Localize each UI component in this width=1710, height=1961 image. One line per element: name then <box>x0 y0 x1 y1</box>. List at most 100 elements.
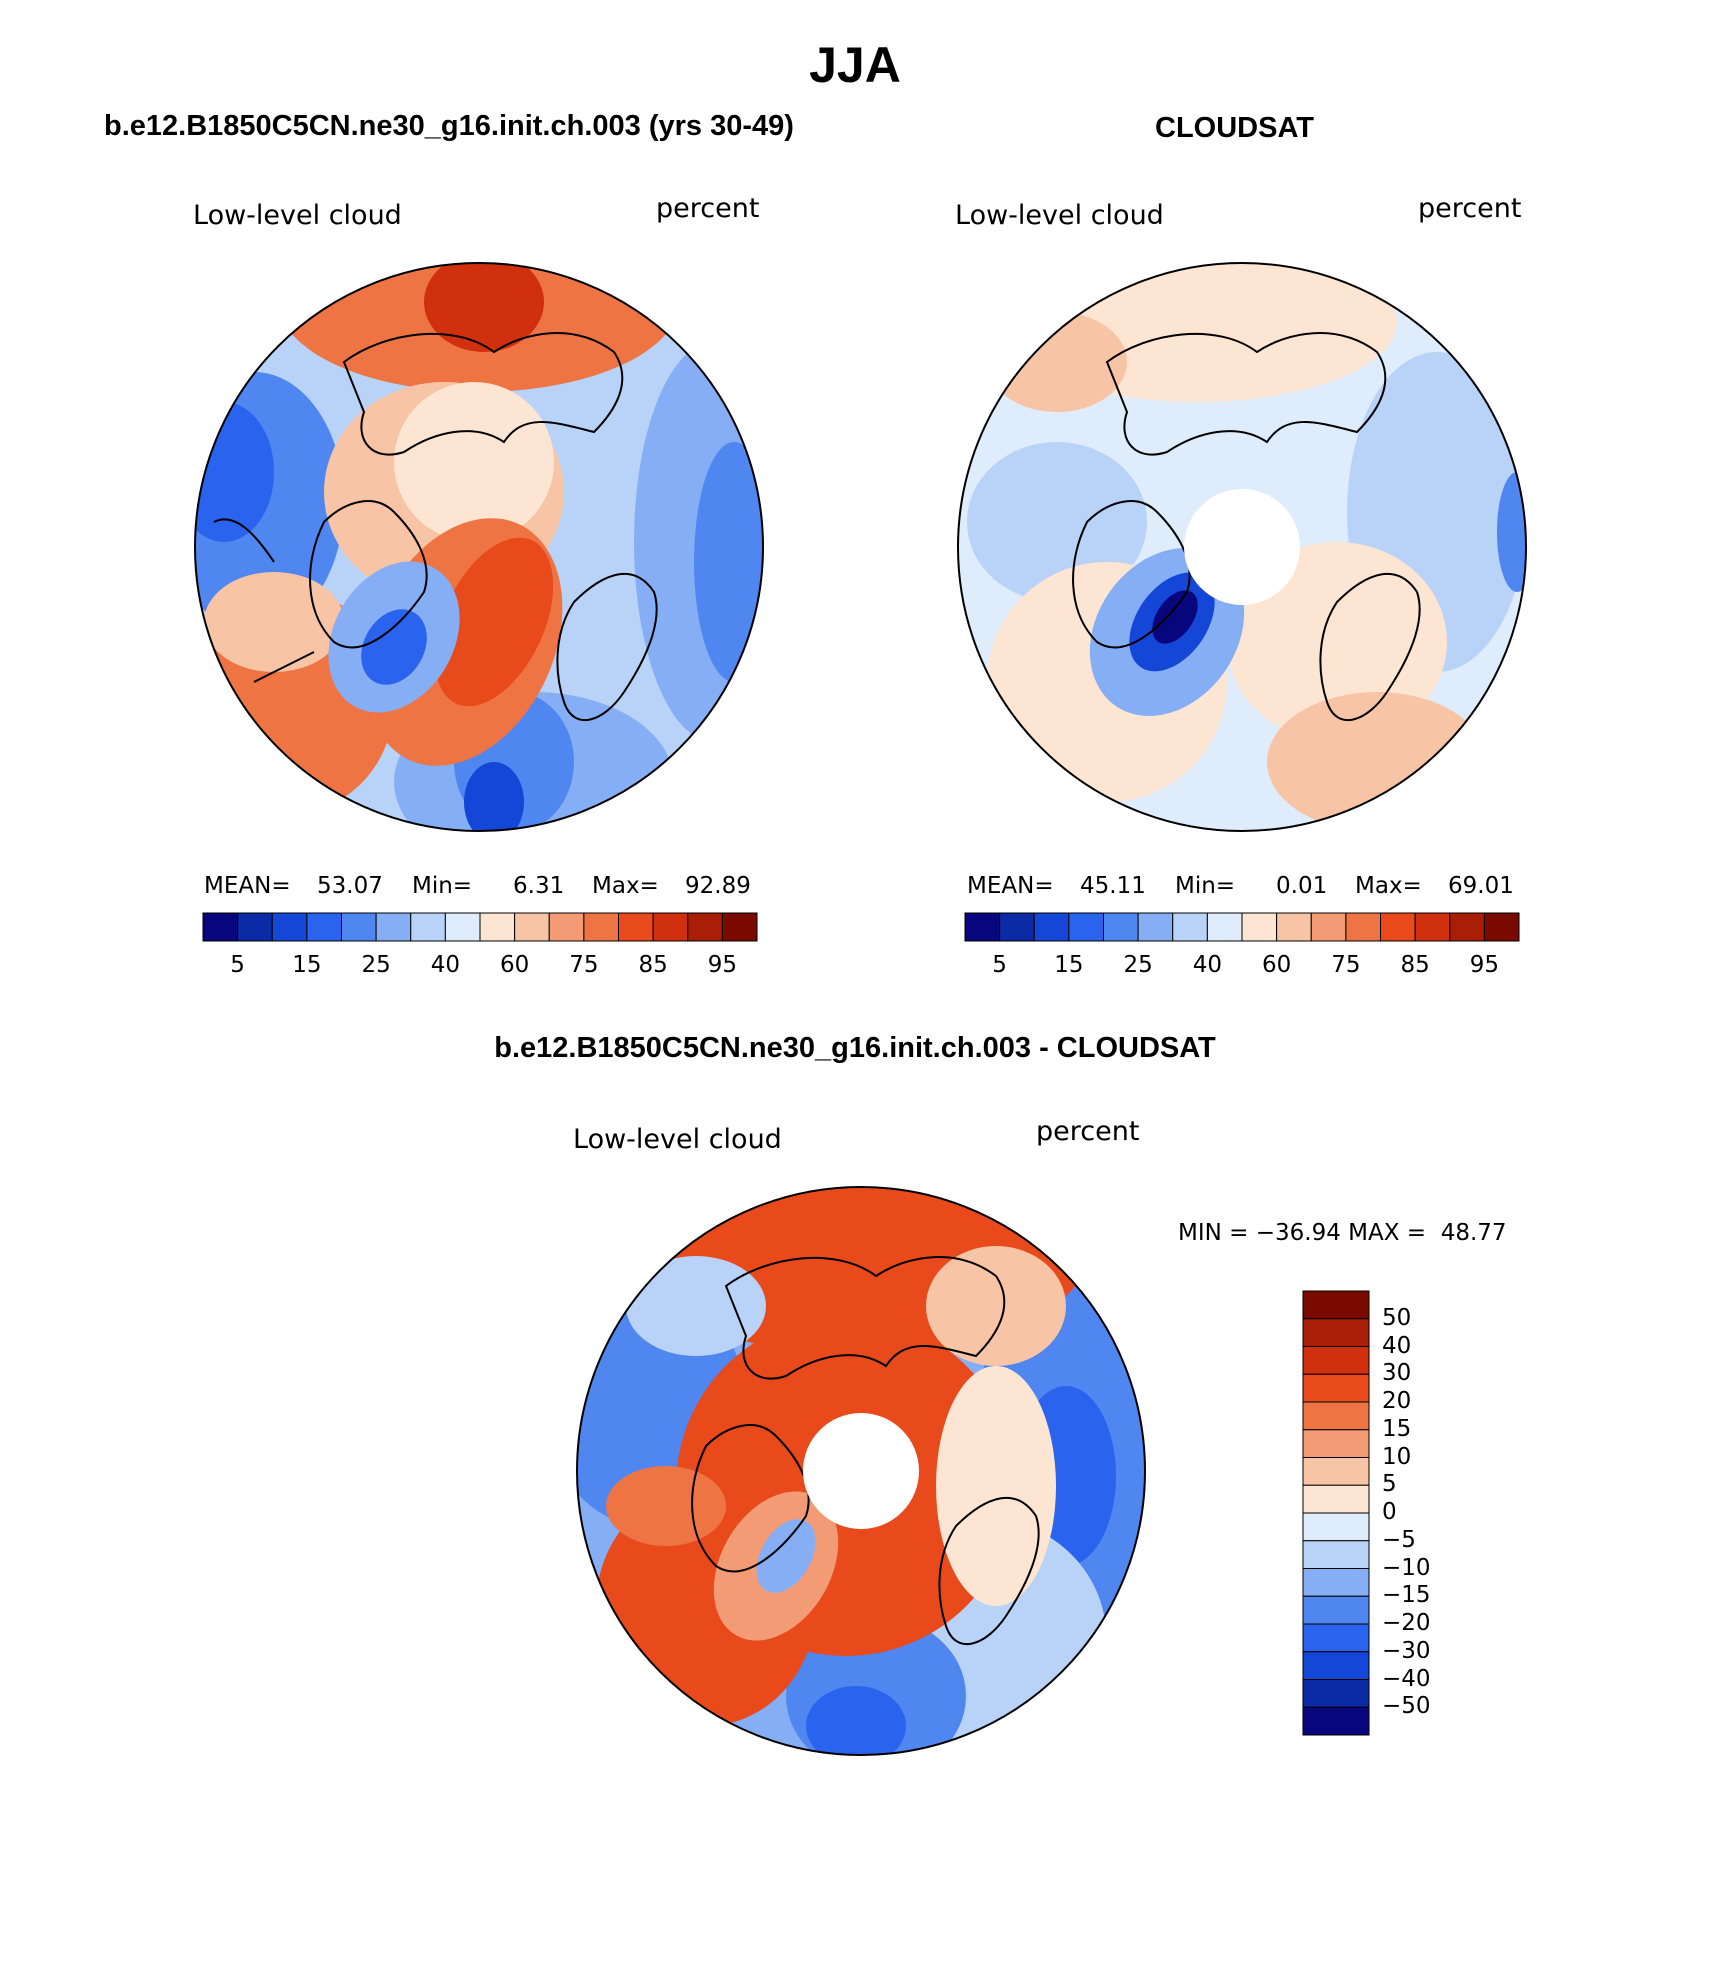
colorbar-box <box>1345 912 1381 942</box>
colorbar-tick: 25 <box>361 952 391 978</box>
colorbar-tick: 95 <box>1469 952 1500 978</box>
colorbar-box <box>479 912 516 942</box>
colorbar-tick: 5 <box>230 952 245 978</box>
panel2-units-label: percent <box>1418 193 1522 224</box>
colorbar-box <box>999 912 1035 942</box>
panel1-polar-map <box>194 262 764 832</box>
colorbar-box <box>1302 1373 1370 1403</box>
colorbar-tick: 40 <box>1382 1332 1412 1359</box>
colorbar-box <box>202 912 239 942</box>
colorbar-tick: 95 <box>707 952 738 978</box>
panel2-mean-value: 45.11 <box>1080 873 1146 899</box>
colorbar-box <box>237 912 273 942</box>
colorbar-tick: 60 <box>1261 952 1292 978</box>
colorbar-tick: 75 <box>569 952 599 978</box>
colorbar-tick: 0 <box>1382 1499 1397 1525</box>
colorbar-box <box>306 912 342 942</box>
colorbar-box <box>1302 1401 1370 1431</box>
colorbar-tick: 50 <box>1382 1304 1412 1331</box>
colorbar-box <box>1302 1540 1370 1569</box>
colorbar-box <box>652 912 689 942</box>
colorbar-tick: −10 <box>1382 1554 1431 1581</box>
colorbar-tick: 30 <box>1382 1360 1412 1387</box>
colorbar-box <box>1483 912 1520 942</box>
panel2-max-value: 69.01 <box>1448 873 1514 899</box>
colorbar-box <box>1033 912 1070 942</box>
colorbar-tick: 85 <box>1400 952 1430 978</box>
colorbar-box <box>1302 1484 1370 1514</box>
colorbar-tick: 5 <box>992 952 1007 978</box>
panel2-title: CLOUDSAT <box>1155 112 1314 144</box>
colorbar-box <box>1414 912 1451 942</box>
colorbar-box <box>1302 1457 1370 1486</box>
difference-colorbar <box>1302 1290 1370 1736</box>
colorbar-tick: 15 <box>292 952 322 978</box>
colorbar-box <box>341 912 377 942</box>
colorbar-box <box>548 912 585 942</box>
colorbar-tick: 25 <box>1123 952 1153 978</box>
colorbar-box <box>618 912 654 942</box>
colorbar-box <box>1449 912 1485 942</box>
colorbar-box <box>1302 1429 1370 1458</box>
colorbar-box <box>1172 912 1208 942</box>
difference-polar-map <box>576 1186 1146 1756</box>
colorbar-box <box>1241 912 1278 942</box>
panel1-title: b.e12.B1850C5CN.ne30_g16.init.ch.003 (yr… <box>104 110 794 142</box>
colorbar-box <box>1276 912 1312 942</box>
colorbar-box <box>1302 1318 1370 1347</box>
panel2-min-value: 0.01 <box>1276 873 1328 899</box>
panel3-variable-label: Low-level cloud <box>573 1124 782 1155</box>
colorbar-box <box>1302 1651 1370 1680</box>
panel3-minmax: MIN = −36.94 MAX = 48.77 <box>1178 1220 1507 1246</box>
colorbar-tick: 40 <box>1192 952 1223 978</box>
colorbar-tick: 15 <box>1382 1415 1412 1442</box>
colorbar-box <box>687 912 723 942</box>
colorbar-box <box>271 912 308 942</box>
colorbar-box <box>1302 1568 1370 1597</box>
colorbar-box <box>1302 1706 1370 1736</box>
colorbar-box <box>375 912 412 942</box>
colorbar-box <box>1103 912 1139 942</box>
panel1-min-value: 6.31 <box>513 873 565 899</box>
colorbar-tick: −30 <box>1382 1637 1431 1664</box>
colorbar-box <box>1302 1679 1370 1708</box>
panel2-variable-label: Low-level cloud <box>955 200 1164 231</box>
colorbar-box <box>1302 1623 1370 1653</box>
colorbar-box <box>1302 1290 1370 1320</box>
panel1-min-label: Min= <box>412 873 473 899</box>
colorbar-box <box>1302 1595 1370 1625</box>
panel1-mean-label: MEAN= <box>204 873 291 899</box>
panel1-max-value: 92.89 <box>685 873 751 899</box>
colorbar-box <box>444 912 481 942</box>
colorbar-tick: 85 <box>638 952 668 978</box>
colorbar-tick: 5 <box>1382 1471 1397 1498</box>
colorbar-tick: 40 <box>430 952 461 978</box>
difference-title: b.e12.B1850C5CN.ne30_g16.init.ch.003 - C… <box>494 1032 1216 1064</box>
panel2-min-label: Min= <box>1175 873 1236 899</box>
colorbar-tick: 20 <box>1382 1388 1412 1414</box>
figure-title: JJA <box>809 37 901 93</box>
colorbar-tick: −50 <box>1382 1693 1431 1720</box>
panel2-colorbar <box>964 912 1520 942</box>
colorbar-box <box>1380 912 1416 942</box>
difference-colorbar-ticks: 50 40 30 20 15 10 5 0 −5 −10 −15 −20 −30… <box>1382 1291 1462 1735</box>
panel2-polar-map <box>957 262 1527 832</box>
colorbar-box <box>1302 1512 1370 1542</box>
colorbar-box <box>964 912 1001 942</box>
panel1-max-label: Max= <box>592 873 659 899</box>
colorbar-tick: −5 <box>1382 1526 1416 1553</box>
colorbar-box <box>721 912 758 942</box>
colorbar-tick: 15 <box>1054 952 1084 978</box>
colorbar-box <box>1302 1346 1370 1375</box>
colorbar-tick: 75 <box>1331 952 1361 978</box>
colorbar-box <box>1206 912 1243 942</box>
panel1-mean-value: 53.07 <box>317 873 383 899</box>
colorbar-box <box>1068 912 1104 942</box>
colorbar-tick: −20 <box>1382 1610 1431 1636</box>
colorbar-tick: −40 <box>1382 1665 1431 1692</box>
panel2-colorbar-ticks: 5 15 25 40 60 75 85 95 <box>965 952 1519 982</box>
panel1-colorbar <box>202 912 758 942</box>
panel2-mean-label: MEAN= <box>967 873 1054 899</box>
colorbar-box <box>410 912 446 942</box>
colorbar-box <box>1137 912 1174 942</box>
